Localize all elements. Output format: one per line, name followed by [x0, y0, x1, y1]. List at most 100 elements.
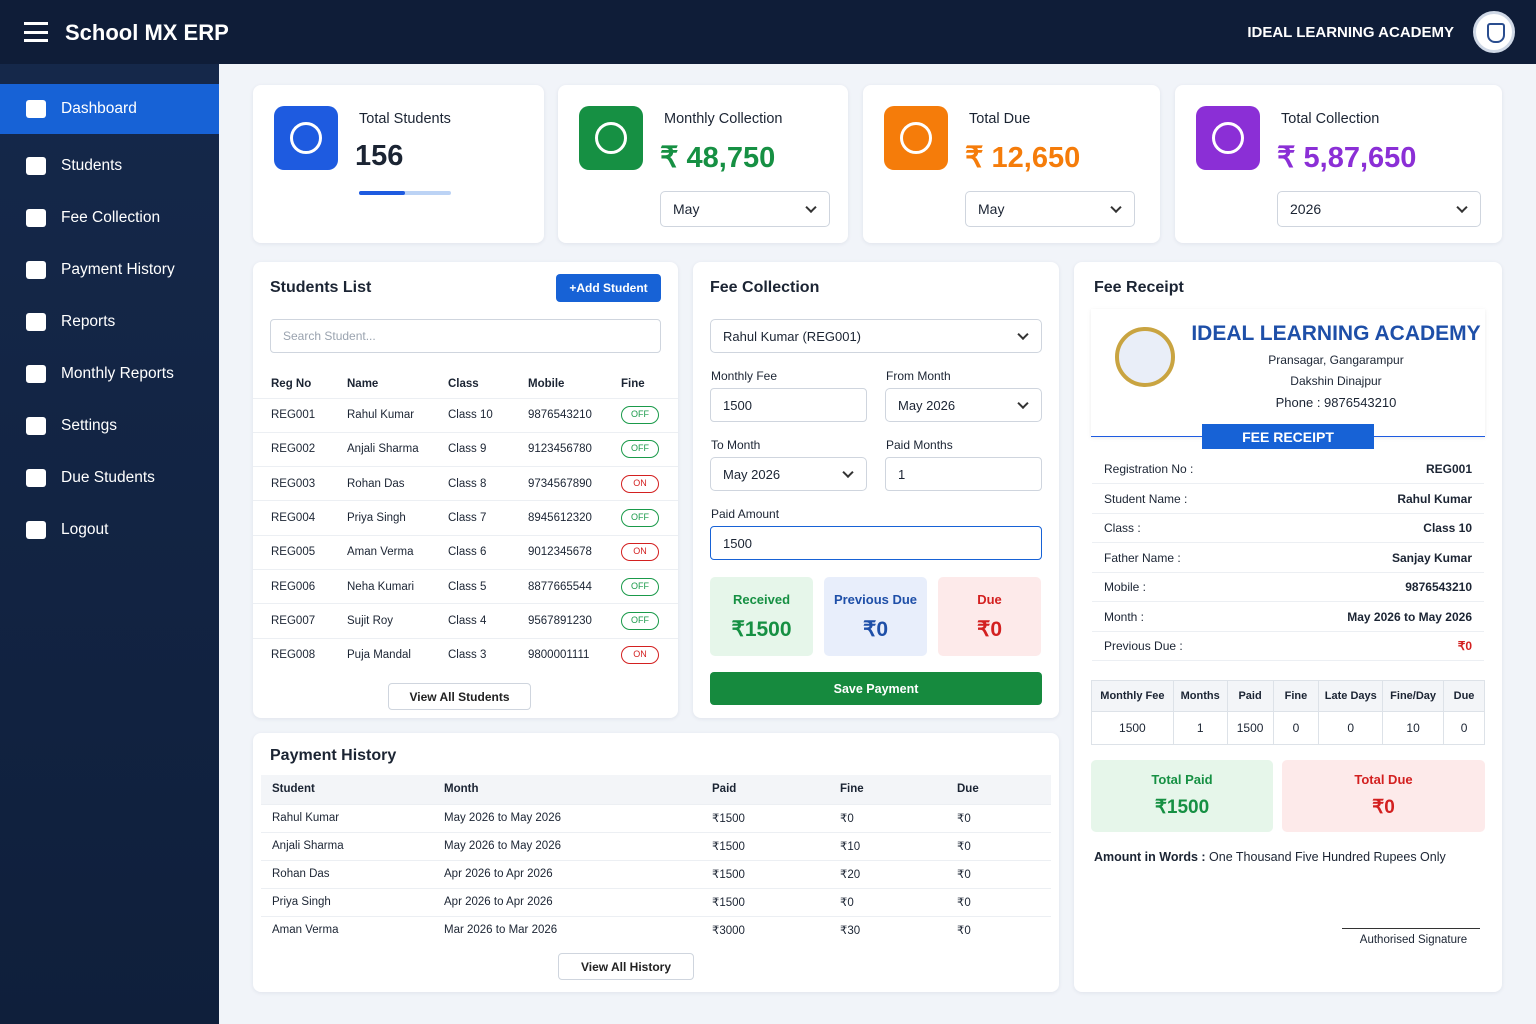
cell: 9012345678	[528, 546, 592, 559]
cell: 1	[1173, 711, 1228, 745]
view-all-students[interactable]: View All Students	[388, 683, 531, 710]
stat-card: Monthly Collection ₹ 48,750 May	[558, 85, 848, 243]
fine-toggle[interactable]: OFF	[621, 577, 659, 596]
stat-value: ₹ 12,650	[965, 142, 1081, 174]
student-row: REG008 Puja Mandal Class 3 9800001111 ON	[253, 638, 678, 672]
summary-value: ₹0	[862, 618, 889, 641]
cell: Rahul Kumar	[272, 812, 340, 824]
column-header: Class	[448, 377, 479, 390]
field-input[interactable]: 1	[885, 457, 1042, 491]
sidebar: Dashboard Students Fee Collection Payment H…	[0, 64, 219, 1024]
stat-card: Total Collection ₹ 5,87,650 2026	[1175, 85, 1502, 243]
nav-item[interactable]: Payment History	[0, 245, 219, 295]
cell: Class 4	[448, 614, 487, 627]
cell: 8877665544	[528, 580, 592, 593]
cell: Apr 2026 to Apr 2026	[444, 896, 553, 908]
panel-title: Fee Collection	[710, 279, 820, 296]
student-select[interactable]: Rahul Kumar (REG001)	[710, 319, 1042, 353]
detail-value: Class 10	[1423, 521, 1472, 535]
stat-select[interactable]: May	[660, 191, 830, 227]
panel-title: Students List	[270, 279, 372, 296]
stat-icon	[884, 106, 948, 170]
cell: May 2026 to May 2026	[444, 840, 561, 852]
fine-toggle[interactable]: ON	[621, 646, 659, 665]
column-header: Fine	[1273, 680, 1320, 712]
summary-label: Due	[977, 592, 1002, 607]
stat-icon	[579, 106, 643, 170]
school-logo	[1473, 11, 1515, 53]
column-header: Due	[1443, 680, 1485, 712]
nav-item[interactable]: Logout	[0, 505, 219, 555]
fine-toggle[interactable]: OFF	[621, 611, 659, 630]
cell: OFF	[621, 432, 678, 466]
cell: ₹20	[840, 869, 861, 881]
table-header: Student Month Paid Fine Due	[261, 775, 1051, 804]
field-input[interactable]: May 2026	[885, 388, 1042, 422]
nav-item[interactable]: Dashboard	[0, 84, 219, 134]
signature-line	[1342, 928, 1480, 929]
nav-label: Reports	[61, 313, 116, 330]
cell: Class 3	[448, 649, 487, 662]
paid-amount-input[interactable]: 1500	[710, 526, 1042, 560]
detail-label: Student Name :	[1104, 491, 1188, 506]
cell: Class 9	[448, 443, 487, 456]
save-payment-button[interactable]: Save Payment	[710, 672, 1042, 705]
column-header: Fine/Day	[1382, 680, 1445, 712]
column-header: Name	[347, 377, 379, 390]
fee-receipt-panel: Fee Receipt IDEAL LEARNING ACADEMY Pransag…	[1074, 262, 1502, 992]
summary-label: Received	[732, 592, 791, 607]
cell: ₹1500	[712, 841, 745, 853]
stat-label: Total Due	[969, 111, 1031, 127]
cell: ₹3000	[712, 925, 745, 938]
summary-label: Previous Due	[833, 592, 918, 607]
fine-toggle[interactable]: OFF	[621, 509, 659, 528]
nav-item[interactable]: Due Students	[0, 453, 219, 503]
fine-toggle[interactable]: ON	[621, 543, 659, 562]
detail-label: Father Name :	[1104, 550, 1181, 565]
cell: Class 10	[448, 409, 493, 422]
add-student-button[interactable]: + Add Student	[556, 274, 661, 302]
cell: ON	[621, 535, 678, 569]
nav-item[interactable]: Students	[0, 141, 219, 191]
view-all-history[interactable]: View All History	[558, 953, 694, 980]
detail-row: Class : Class 10	[1092, 514, 1484, 543]
field-input[interactable]: May 2026	[710, 457, 867, 491]
field-input[interactable]: 1500	[710, 388, 867, 422]
cell: ₹30	[840, 925, 861, 938]
history-row: Priya Singh Apr 2026 to Apr 2026 ₹1500 ₹0 ₹0	[261, 888, 1051, 916]
table-header: Monthly Fee Months Paid Fine Late Days Fine/D…	[1091, 680, 1485, 712]
history-row: Anjali Sharma May 2026 to May 2026 ₹1500 ₹1…	[261, 832, 1051, 860]
cell: ₹1500	[712, 897, 745, 909]
fine-toggle[interactable]: OFF	[621, 406, 659, 425]
app-title: School MX ERP	[65, 20, 229, 45]
stat-select[interactable]: 2026	[1277, 191, 1481, 227]
nav-item[interactable]: Reports	[0, 297, 219, 347]
fine-toggle[interactable]: OFF	[621, 440, 659, 459]
stat-select[interactable]: May	[965, 191, 1135, 227]
stat-value: ₹ 5,87,650	[1277, 142, 1417, 174]
nav-icon	[26, 469, 46, 487]
fine-toggle[interactable]: ON	[621, 474, 659, 493]
column-header: Months	[1173, 680, 1228, 712]
cell: Aman Verma	[347, 546, 414, 559]
cell: OFF	[621, 501, 678, 535]
menu-button[interactable]	[24, 22, 48, 42]
nav-label: Due Students	[61, 469, 155, 486]
nav-item[interactable]: Fee Collection	[0, 193, 219, 243]
cell: Class 5	[448, 580, 487, 593]
cell: Sujit Roy	[347, 614, 394, 627]
detail-value: REG001	[1425, 462, 1472, 476]
nav-item[interactable]: Settings	[0, 401, 219, 451]
cell: OFF	[621, 398, 678, 432]
cell: Mar 2026 to Mar 2026	[444, 924, 558, 937]
student-row: REG007 Sujit Roy Class 4 9567891230 OFF	[253, 603, 678, 638]
detail-label: Registration No :	[1104, 462, 1194, 476]
receipt-badge: FEE RECEIPT	[1202, 424, 1374, 449]
nav-item[interactable]: Monthly Reports	[0, 349, 219, 399]
cell: ₹0	[957, 869, 971, 881]
students-panel: Students List + Add Student Search Student…	[253, 262, 678, 718]
detail-row: Father Name : Sanjay Kumar	[1092, 544, 1484, 573]
search-input[interactable]: Search Student...	[270, 319, 661, 353]
